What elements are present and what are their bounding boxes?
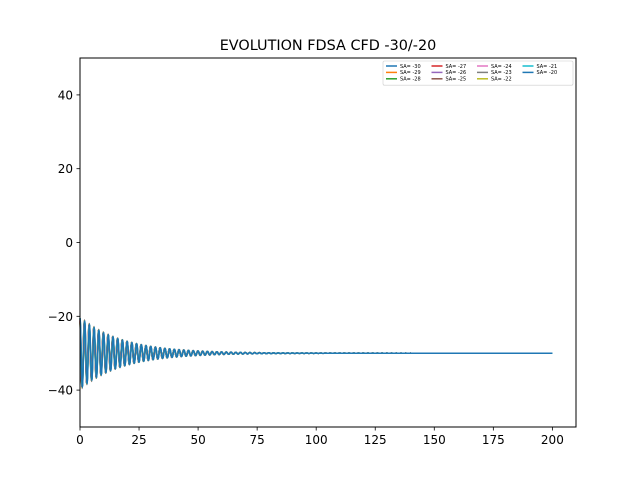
legend-label: SA= -30 bbox=[400, 64, 421, 70]
x-tick-label: 25 bbox=[131, 433, 146, 447]
legend-label: SA= -26 bbox=[446, 70, 467, 76]
legend-label: SA= -24 bbox=[491, 64, 512, 70]
x-tick-label: 0 bbox=[76, 433, 84, 447]
y-tick-label: 40 bbox=[58, 88, 73, 102]
y-tick-label: 20 bbox=[58, 162, 73, 176]
series-layer bbox=[79, 317, 553, 390]
x-tick-label: 175 bbox=[482, 433, 505, 447]
y-tick-label: −20 bbox=[48, 310, 73, 324]
x-axis: 0 25 50 75 100 125 150 175 200 bbox=[76, 427, 564, 447]
y-axis: −40 −20 0 20 40 bbox=[48, 88, 80, 398]
y-tick-label: −40 bbox=[48, 384, 73, 398]
legend-label: SA= -29 bbox=[400, 70, 421, 76]
x-tick-label: 100 bbox=[305, 433, 328, 447]
y-tick-label: 0 bbox=[65, 236, 73, 250]
x-tick-label: 200 bbox=[541, 433, 564, 447]
legend-label: SA= -22 bbox=[491, 77, 512, 83]
series-line-11 bbox=[79, 317, 553, 389]
legend-label: SA= -27 bbox=[446, 64, 467, 70]
x-tick-label: 75 bbox=[250, 433, 265, 447]
legend-label: SA= -20 bbox=[537, 70, 558, 76]
legend-label: SA= -21 bbox=[537, 64, 558, 70]
legend-label: SA= -28 bbox=[400, 77, 421, 83]
x-tick-label: 150 bbox=[423, 433, 446, 447]
legend-label: SA= -23 bbox=[491, 70, 512, 76]
chart-title: EVOLUTION FDSA CFD -30/-20 bbox=[220, 38, 437, 54]
x-tick-label: 125 bbox=[364, 433, 387, 447]
legend-label: SA= -25 bbox=[446, 77, 467, 83]
x-tick-label: 50 bbox=[190, 433, 205, 447]
